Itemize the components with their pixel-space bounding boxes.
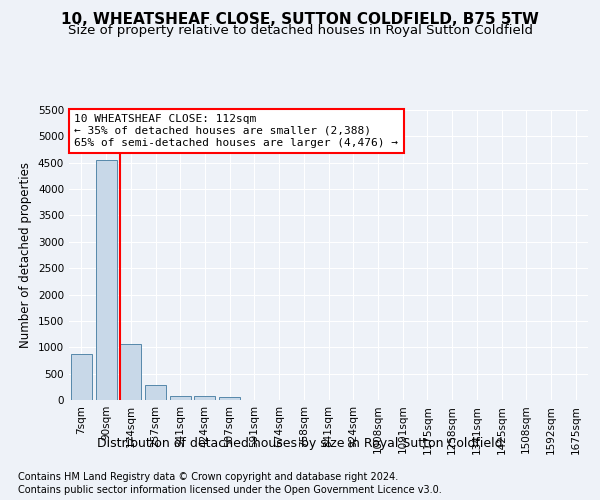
Bar bbox=[145, 384, 166, 400]
Text: Contains public sector information licensed under the Open Government Licence v3: Contains public sector information licen… bbox=[18, 485, 442, 495]
Text: 10 WHEATSHEAF CLOSE: 112sqm
← 35% of detached houses are smaller (2,388)
65% of : 10 WHEATSHEAF CLOSE: 112sqm ← 35% of det… bbox=[74, 114, 398, 148]
Text: Distribution of detached houses by size in Royal Sutton Coldfield: Distribution of detached houses by size … bbox=[97, 438, 503, 450]
Bar bbox=[219, 397, 240, 400]
Bar bbox=[194, 396, 215, 400]
Y-axis label: Number of detached properties: Number of detached properties bbox=[19, 162, 32, 348]
Text: 10, WHEATSHEAF CLOSE, SUTTON COLDFIELD, B75 5TW: 10, WHEATSHEAF CLOSE, SUTTON COLDFIELD, … bbox=[61, 12, 539, 28]
Bar bbox=[95, 160, 116, 400]
Text: Contains HM Land Registry data © Crown copyright and database right 2024.: Contains HM Land Registry data © Crown c… bbox=[18, 472, 398, 482]
Bar bbox=[120, 344, 141, 400]
Bar bbox=[71, 354, 92, 400]
Bar bbox=[170, 396, 191, 400]
Text: Size of property relative to detached houses in Royal Sutton Coldfield: Size of property relative to detached ho… bbox=[67, 24, 533, 37]
